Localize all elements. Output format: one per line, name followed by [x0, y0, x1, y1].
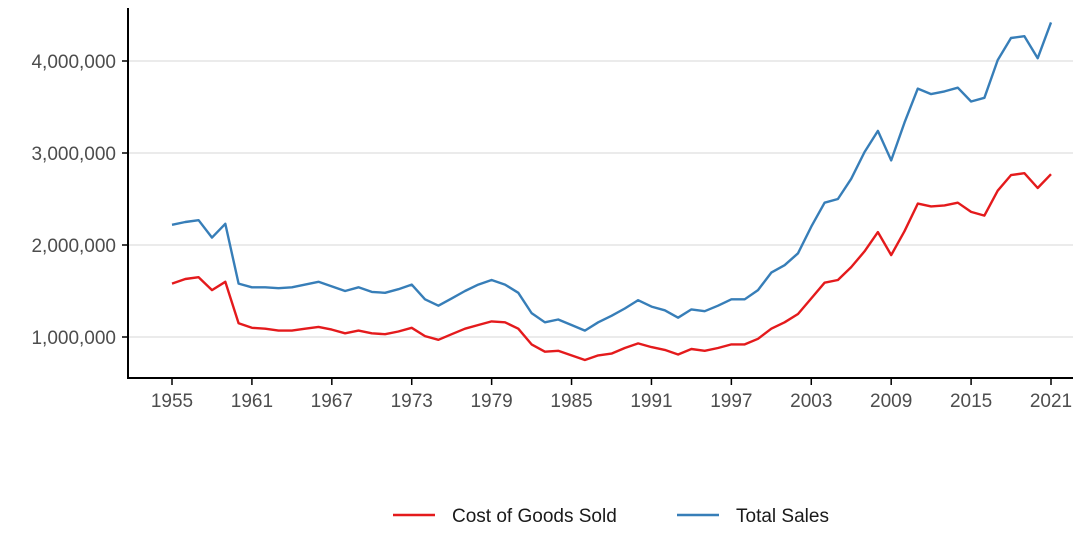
x-tick-label: 1967 — [311, 391, 353, 412]
series-line-cost-of-goods-sold — [171, 171, 1052, 362]
y-tick-label: 4,000,000 — [31, 52, 116, 73]
legend-label-cost-of-goods-sold: Cost of Goods Sold — [452, 506, 617, 527]
x-tick-label: 1991 — [630, 391, 672, 412]
x-tick-label: 1979 — [470, 391, 512, 412]
x-tick-label: 1955 — [151, 391, 193, 412]
gridlines — [128, 60, 1073, 338]
x-tick-label: 2009 — [870, 391, 912, 412]
y-tick-label: 2,000,000 — [31, 236, 116, 257]
x-tick-label: 1997 — [710, 391, 752, 412]
legend: Cost of Goods Sold Total Sales — [393, 506, 829, 527]
x-tick-label: 1985 — [550, 391, 592, 412]
x-tick-label: 2021 — [1030, 391, 1072, 412]
x-tick-label: 1961 — [231, 391, 273, 412]
y-tick-label: 3,000,000 — [31, 144, 116, 165]
y-tick-label: 1,000,000 — [31, 328, 116, 349]
y-axis-ticks: 1,000,000 2,000,000 3,000,000 4,000,000 — [31, 52, 128, 349]
series-lines — [171, 21, 1053, 362]
x-tick-label: 2003 — [790, 391, 832, 412]
x-axis-ticks: 1955 1961 1967 1973 1979 1985 1991 1997 2003 2009… — [151, 378, 1072, 412]
series-line-total-sales — [171, 21, 1053, 332]
x-tick-label: 1973 — [391, 391, 433, 412]
legend-label-total-sales: Total Sales — [736, 506, 829, 527]
x-tick-label: 2015 — [950, 391, 992, 412]
